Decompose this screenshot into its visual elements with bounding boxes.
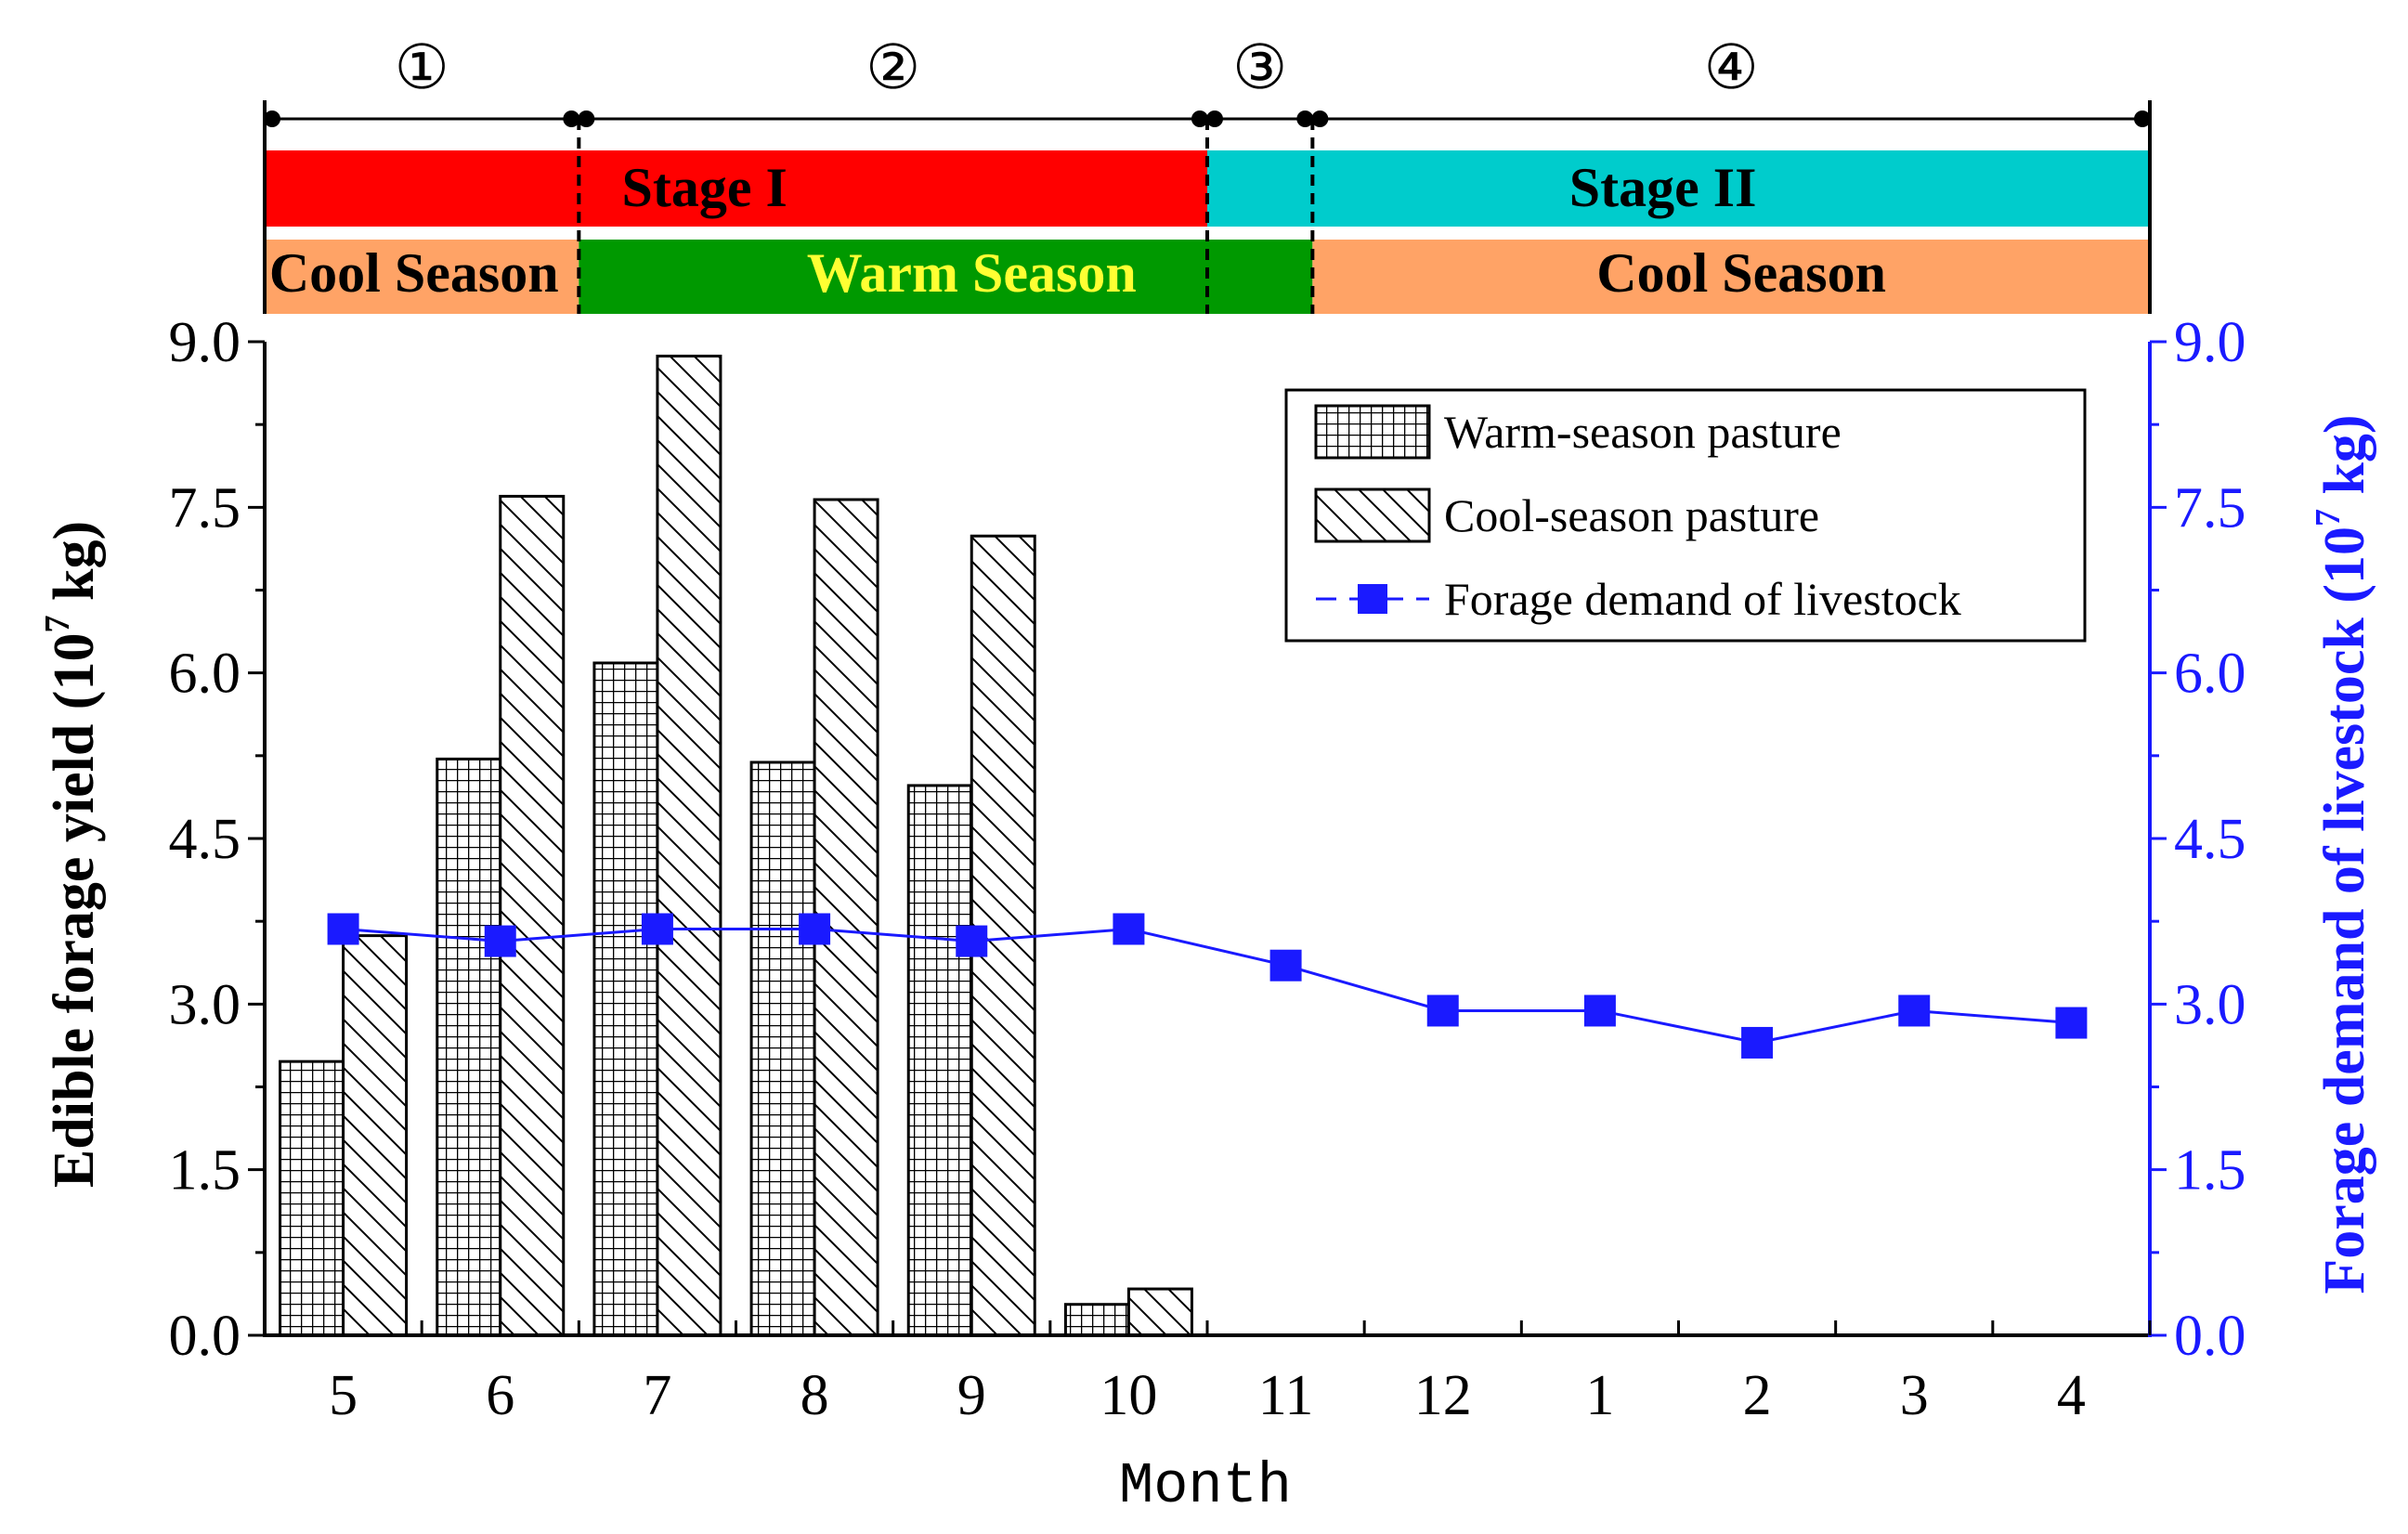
demand-point-12 <box>1426 994 1459 1027</box>
period-arrow-end-3 <box>1296 110 1314 127</box>
x-tick-label-10: 10 <box>1100 1364 1157 1427</box>
right-tick-label-7.5: 7.5 <box>2174 476 2246 540</box>
season-band-1 <box>265 240 579 314</box>
period-arrow-end-2 <box>1191 110 1208 127</box>
left-tick-label-3.0: 3.0 <box>169 973 241 1036</box>
left-axis-title-unit: kg) <box>43 521 106 616</box>
warm-bar-6 <box>436 757 502 1337</box>
demand-line-layer <box>327 913 2088 1059</box>
stage-band-label-1: Stage I <box>621 157 787 218</box>
right-tick-label-0.0: 0.0 <box>2174 1305 2246 1368</box>
legend-label-3: Forage demand of livestock <box>1444 573 1961 625</box>
stage-band-label-2: Stage II <box>1569 157 1757 218</box>
x-tick-label-6: 6 <box>486 1364 514 1427</box>
right-axis-title: Forage demand of livestock (107 kg) <box>2309 414 2376 1294</box>
legend-label-2: Cool-season pasture <box>1444 489 1819 541</box>
stage-band-1 <box>265 150 1207 227</box>
x-tick-label-3: 3 <box>1900 1364 1929 1427</box>
stage-band-2 <box>1207 150 2150 227</box>
period-label-4: ④ <box>1704 34 1759 102</box>
warm-bar-9 <box>906 784 973 1337</box>
cool-bar-5 <box>342 934 409 1337</box>
cool-bar-10 <box>1126 1287 1193 1337</box>
x-tick-label-5: 5 <box>329 1364 358 1427</box>
demand-point-7 <box>641 913 673 945</box>
x-tick-label-11: 11 <box>1258 1364 1314 1427</box>
legend: Warm-season pasture Cool-season pasture Fo… <box>1284 388 2087 643</box>
period-label-1: ① <box>395 34 449 102</box>
demand-point-6 <box>484 925 516 957</box>
demand-point-3 <box>1898 994 1931 1027</box>
right-axis-title-main: Forage demand of livestock (10 <box>2313 526 2376 1294</box>
x-tick-label-8: 8 <box>800 1364 829 1427</box>
right-axis-title-sup: 7 <box>2309 509 2348 526</box>
period-arrow-end-1 <box>563 110 580 127</box>
season-band-label-3: Cool Season <box>1596 242 1886 304</box>
right-tick-label-6.0: 6.0 <box>2174 643 2246 706</box>
period-arrow-end-4 <box>2134 110 2151 127</box>
x-tick-label-9: 9 <box>957 1364 986 1427</box>
season-band-label-2: Warm Season <box>807 242 1137 304</box>
legend-swatch-warm <box>1314 404 1431 460</box>
left-tick-label-7.5: 7.5 <box>169 476 241 540</box>
left-tick-label-4.5: 4.5 <box>169 808 241 871</box>
left-axis-title-main: Edible forage yield (10 <box>43 633 106 1189</box>
period-arrow-start-1 <box>264 110 280 127</box>
demand-point-9 <box>956 925 988 957</box>
legend-swatch-cool <box>1314 488 1431 543</box>
x-tick-label-4: 4 <box>2057 1364 2086 1427</box>
period-label-3: ③ <box>1232 34 1287 102</box>
right-tick-label-3.0: 3.0 <box>2174 973 2246 1036</box>
period-arrow-start-2 <box>578 110 595 127</box>
demand-point-2 <box>1741 1026 1774 1059</box>
x-tick-label-12: 12 <box>1414 1364 1472 1427</box>
x-tick-label-1: 1 <box>1585 1364 1614 1427</box>
legend-swatch-demand-marker <box>1358 584 1387 614</box>
warm-bar-8 <box>749 760 816 1337</box>
season-band-3 <box>1312 240 2150 314</box>
x-tick-label-7: 7 <box>643 1364 671 1427</box>
season-band-label-1: Cool Season <box>269 242 559 304</box>
right-tick-label-4.5: 4.5 <box>2174 808 2246 871</box>
warm-bar-10 <box>1063 1303 1130 1337</box>
axes-layer: 0.0 0.0 1.5 1.5 3.0 3.0 4.5 4.5 6.0 6.0 7.5 7.5 9.0 9… <box>169 311 2246 1427</box>
warm-bar-5 <box>279 1060 345 1337</box>
period-arrow-start-3 <box>1206 110 1223 127</box>
demand-point-11 <box>1269 949 1302 982</box>
demand-point-5 <box>327 913 359 945</box>
left-axis-title: Edible forage yield (107 kg) <box>38 521 106 1188</box>
demand-point-8 <box>799 913 831 945</box>
left-tick-label-9.0: 9.0 <box>169 311 241 374</box>
legend-label-1: Warm-season pasture <box>1444 406 1842 458</box>
cool-bar-7 <box>656 354 722 1337</box>
season-band-2 <box>579 240 1313 314</box>
demand-point-4 <box>2055 1007 2088 1039</box>
right-tick-label-9.0: 9.0 <box>2174 311 2246 374</box>
warm-bar-7 <box>592 661 659 1337</box>
bars-layer <box>279 354 1193 1337</box>
left-tick-label-1.5: 1.5 <box>169 1139 241 1202</box>
x-axis-title: Month <box>1119 1453 1292 1519</box>
cool-bar-6 <box>499 494 566 1337</box>
right-tick-label-1.5: 1.5 <box>2174 1139 2246 1202</box>
x-tick-label-2: 2 <box>1743 1364 1772 1427</box>
left-tick-label-0.0: 0.0 <box>169 1305 241 1368</box>
left-axis-title-sup: 7 <box>38 616 77 633</box>
timeline-header: Stage I Stage II Cool Season Warm Season Coo… <box>263 34 2152 314</box>
right-axis-title-unit: kg) <box>2313 414 2376 509</box>
demand-series-line <box>343 927 2072 1045</box>
demand-point-1 <box>1583 994 1616 1027</box>
period-label-2: ② <box>866 34 920 102</box>
demand-point-10 <box>1113 913 1145 945</box>
period-arrow-start-4 <box>1311 110 1329 127</box>
left-tick-label-6.0: 6.0 <box>169 643 241 706</box>
